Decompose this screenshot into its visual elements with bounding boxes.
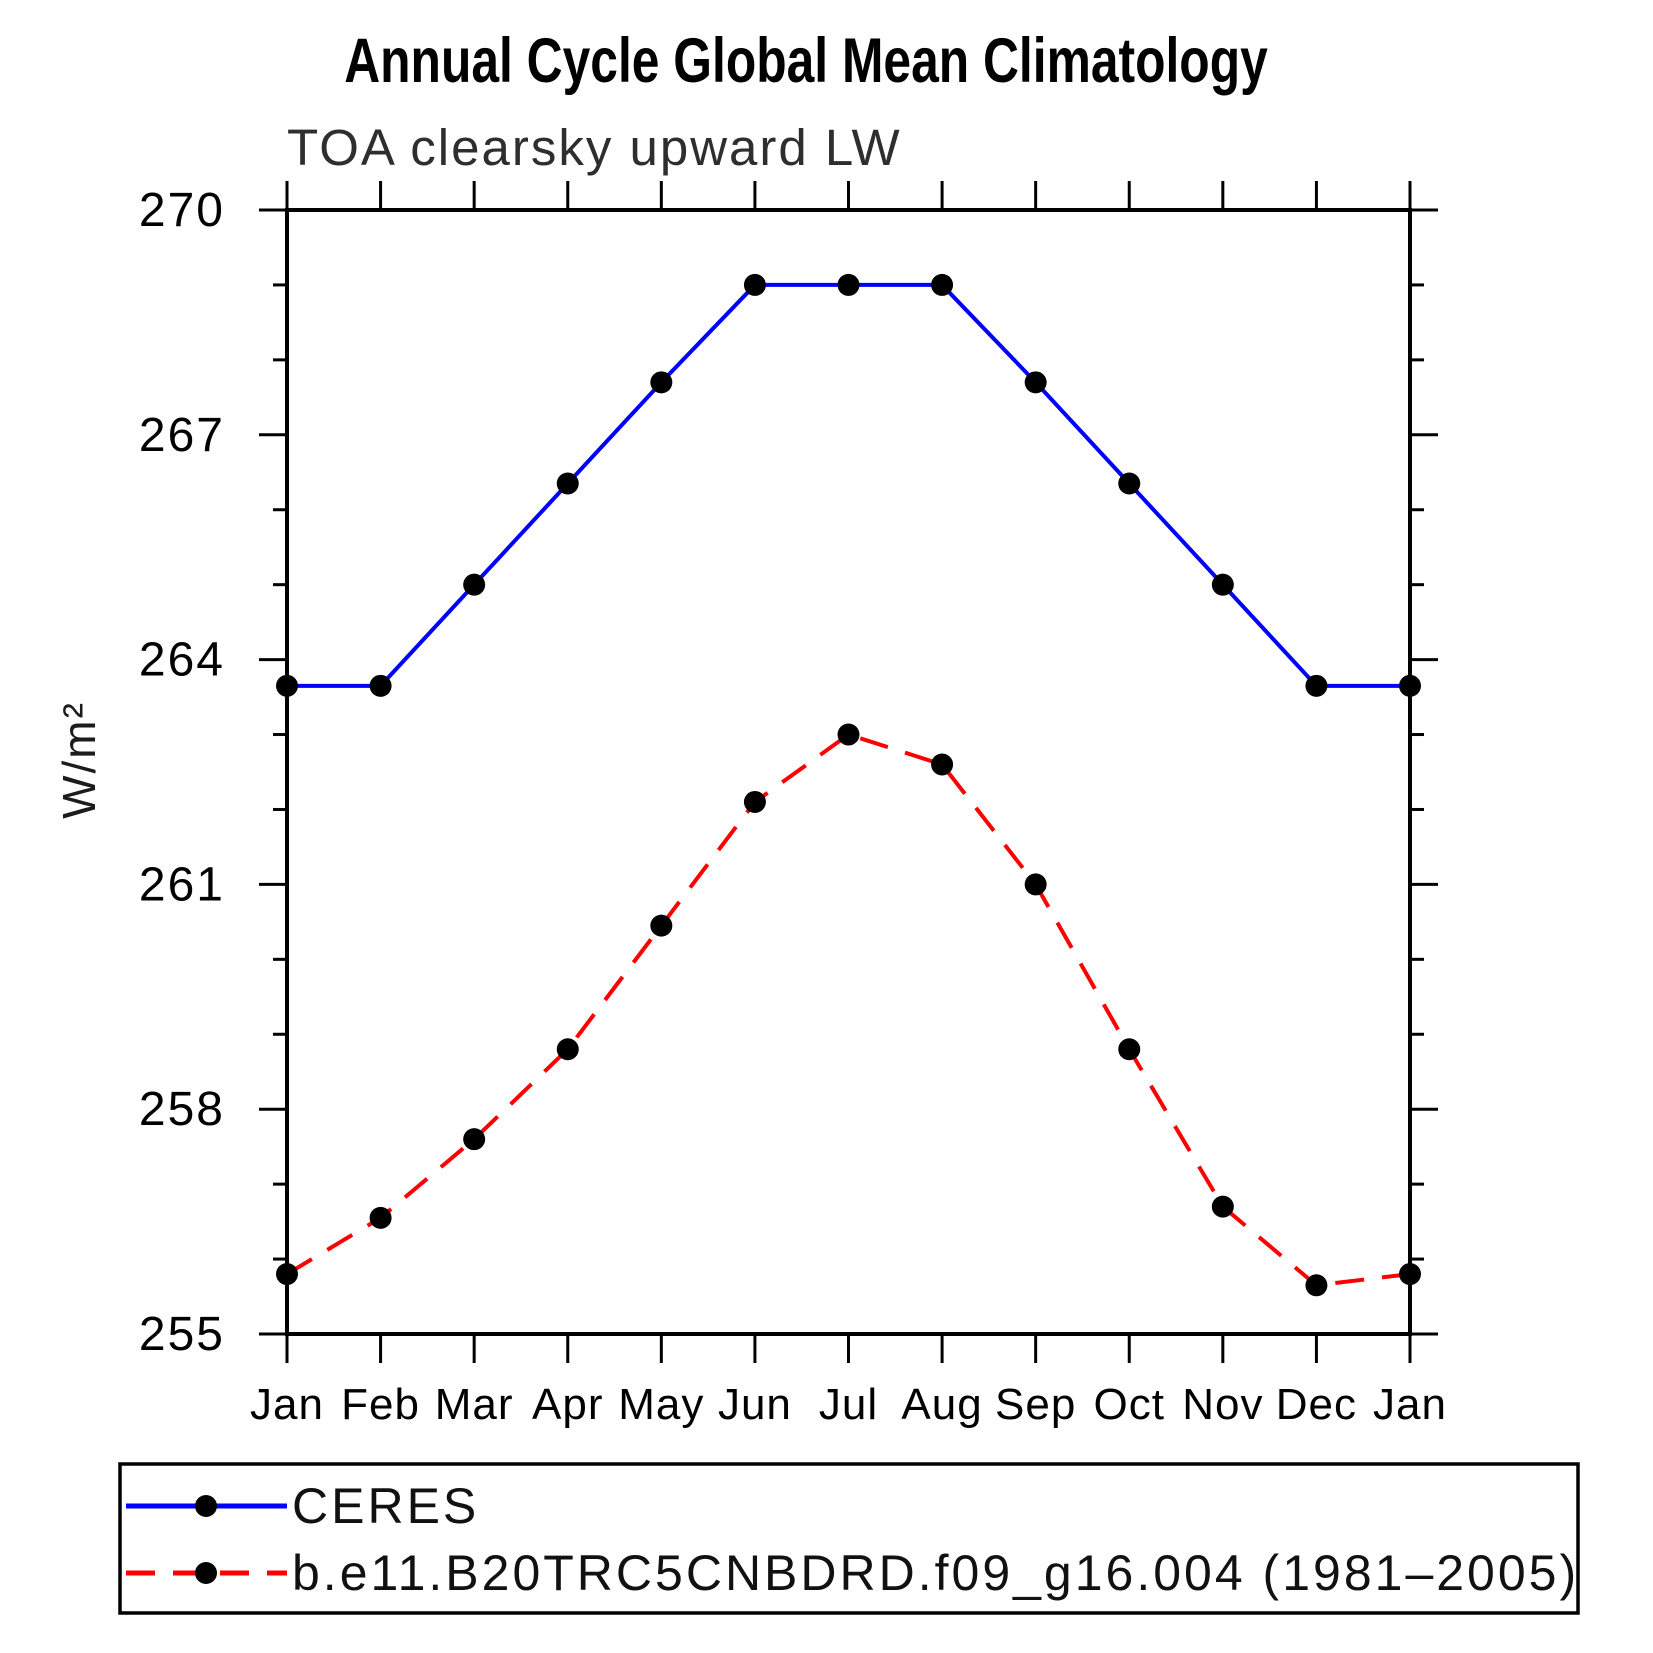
data-point-marker (743, 273, 766, 296)
data-point-marker (1024, 371, 1047, 394)
data-point-marker (1118, 1038, 1141, 1061)
x-tick-label: Jan (250, 1380, 324, 1429)
x-tick-label: Mar (435, 1380, 514, 1429)
chart-title: Annual Cycle Global Mean Climatology (344, 27, 1268, 97)
data-point-marker (837, 723, 860, 746)
y-axis-title: W/m² (53, 701, 105, 819)
data-point-marker (1118, 472, 1141, 495)
data-point-marker (931, 753, 954, 776)
legend-marker-model (195, 1562, 217, 1584)
x-tick-label: Dec (1276, 1380, 1357, 1429)
data-point-marker (1399, 674, 1421, 697)
data-point-marker (650, 371, 673, 394)
legend: CERES b.e11.B20TRC5CNBDRD.f09_g16.004 (1… (118, 1462, 1580, 1615)
x-tick-label: Feb (341, 1380, 420, 1429)
data-point-marker (556, 1038, 579, 1061)
x-tick-label: Aug (901, 1380, 982, 1429)
data-point-marker (1305, 674, 1328, 697)
axes: Jan Feb Mar Apr May Jun Jul Aug Sep Oct Nov Dec Jan 2… (139, 181, 1447, 1429)
data-point-marker (369, 1206, 392, 1229)
x-tick-label: Oct (1094, 1380, 1165, 1429)
data-point-marker (1211, 573, 1234, 596)
y-tick-label: 258 (139, 1083, 225, 1136)
legend-marker-ceres (195, 1495, 217, 1517)
y-tick-label: 267 (139, 409, 225, 462)
x-tick-label: Apr (532, 1380, 603, 1429)
x-tick-label: Jan (1373, 1380, 1447, 1429)
data-point-marker (463, 573, 486, 596)
y-tick-label: 270 (139, 184, 225, 237)
data-point-marker (463, 1128, 486, 1151)
series-line-1 (285, 732, 1411, 1288)
data-point-marker (650, 914, 673, 937)
x-tick-label: Jun (718, 1380, 792, 1429)
y-tick-label: 255 (139, 1308, 225, 1361)
plot-box (285, 208, 1412, 1336)
data-point-marker (276, 1263, 298, 1286)
x-tick-label: Sep (995, 1380, 1076, 1429)
y-tick-label: 264 (139, 634, 225, 687)
data-point-marker (1024, 873, 1047, 896)
series-line-0 (287, 282, 1410, 688)
data-point-marker (556, 472, 579, 495)
data-point-marker (931, 273, 954, 296)
data-point-marker (837, 273, 860, 296)
data-point-marker (1399, 1263, 1421, 1286)
x-tick-label: Nov (1182, 1380, 1263, 1429)
data-point-marker (369, 674, 392, 697)
data-point-marker (276, 674, 298, 697)
legend-label-ceres: CERES (292, 1478, 479, 1534)
series-lines (276, 273, 1421, 1297)
x-tick-label: Jul (819, 1380, 878, 1429)
x-tick-label: May (618, 1380, 704, 1429)
data-point-marker (743, 790, 766, 813)
y-tick-label: 261 (139, 858, 225, 911)
legend-label-model: b.e11.B20TRC5CNBDRD.f09_g16.004 (1981–20… (292, 1545, 1579, 1601)
legend-box (118, 1462, 1580, 1615)
data-point-marker (1305, 1274, 1328, 1297)
chart-subtitle: TOA clearsky upward LW (287, 119, 902, 176)
data-point-marker (1211, 1195, 1234, 1218)
